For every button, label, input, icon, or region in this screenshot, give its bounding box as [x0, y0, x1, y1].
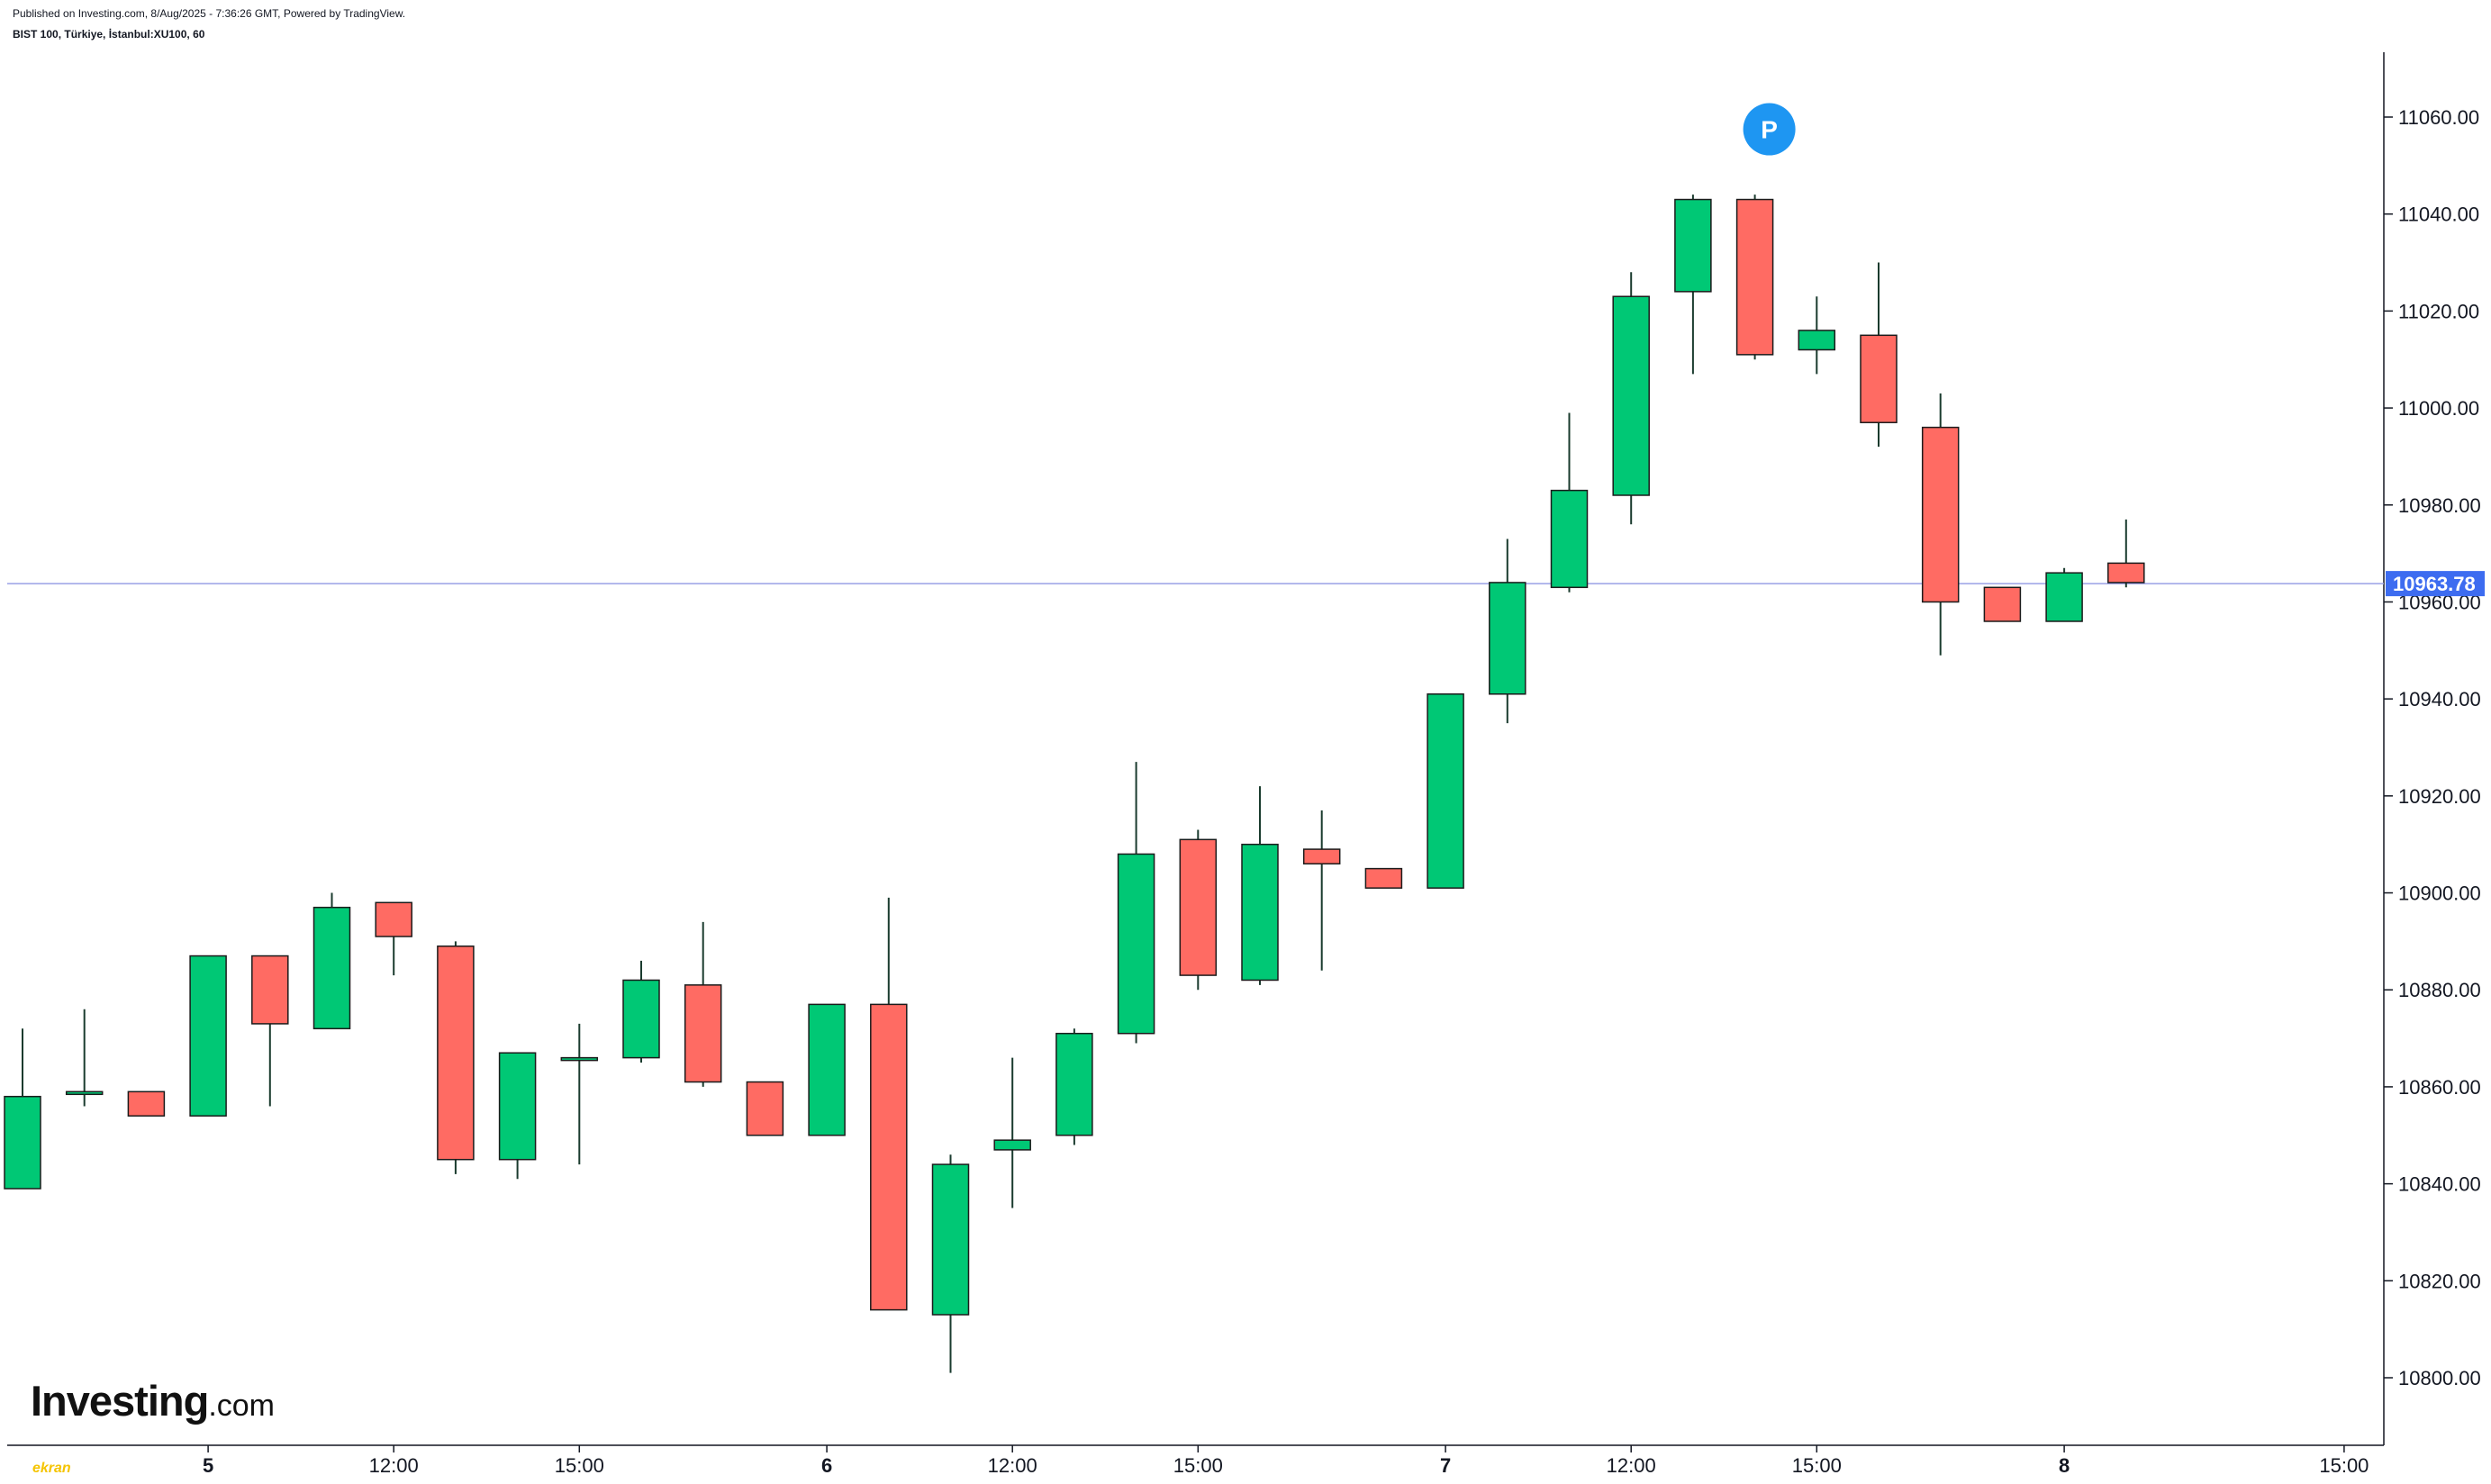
candle-down[interactable] — [127, 1090, 166, 1117]
last-price-label: 10963.78 — [2393, 573, 2476, 595]
candle-up[interactable] — [993, 1139, 1031, 1151]
x-tick-label: 12:00 — [1607, 1454, 1656, 1477]
candle-up[interactable] — [1612, 295, 1650, 496]
last-price-badge — [2386, 571, 2485, 597]
y-tick-label: 11000.00 — [2398, 397, 2479, 420]
candle-down[interactable] — [1983, 586, 2022, 622]
candle-up[interactable] — [4, 1095, 41, 1190]
x-tick-label: 6 — [821, 1454, 832, 1477]
candle-down[interactable] — [1860, 334, 1898, 423]
candle-up[interactable] — [622, 979, 660, 1059]
marker-p-icon[interactable] — [1743, 103, 1796, 156]
y-tick-label: 10920.00 — [2398, 785, 2481, 808]
candle-up[interactable] — [313, 906, 351, 1030]
candle-up[interactable] — [560, 1056, 599, 1062]
y-tick-label: 11020.00 — [2398, 300, 2479, 322]
candle-up[interactable] — [2045, 572, 2083, 622]
y-tick-label: 10800.00 — [2398, 1367, 2481, 1389]
candle-down[interactable] — [375, 901, 412, 937]
candle-up[interactable] — [65, 1090, 104, 1096]
y-tick-label: 10880.00 — [2398, 979, 2481, 1001]
candle-up[interactable] — [1117, 853, 1155, 1035]
published-info: Published on Investing.com, 8/Aug/2025 -… — [13, 7, 406, 20]
y-tick-label: 10900.00 — [2398, 882, 2481, 905]
y-tick-label: 11040.00 — [2398, 204, 2479, 226]
y-tick-label: 10840.00 — [2398, 1173, 2481, 1196]
candle-up[interactable] — [189, 955, 227, 1117]
candle-up[interactable] — [1798, 330, 1836, 351]
candle-down[interactable] — [1364, 867, 1403, 889]
candle-down[interactable] — [437, 946, 475, 1161]
x-tick-label: 15:00 — [2319, 1454, 2369, 1477]
candle-down[interactable] — [2107, 562, 2145, 584]
x-tick-label: 15:00 — [1173, 1454, 1223, 1477]
candle-up[interactable] — [1674, 198, 1712, 293]
candle-up[interactable] — [1241, 843, 1279, 982]
candle-down[interactable] — [1735, 198, 1774, 356]
y-tick-label: 10860.00 — [2398, 1076, 2481, 1099]
candle-up[interactable] — [498, 1052, 537, 1161]
candle-down[interactable] — [1179, 838, 1218, 976]
candle-down[interactable] — [1921, 426, 1960, 603]
candle-down[interactable] — [870, 1003, 908, 1311]
x-tick-label: 15:00 — [555, 1454, 604, 1477]
y-tick-label: 11060.00 — [2398, 106, 2479, 129]
candle-up[interactable] — [1427, 693, 1464, 889]
x-tick-label: 12:00 — [988, 1454, 1037, 1477]
ekran-watermark: ekran — [32, 1461, 71, 1476]
candle-down[interactable] — [746, 1081, 784, 1136]
y-tick-label: 10980.00 — [2398, 494, 2481, 517]
candle-down[interactable] — [251, 955, 289, 1025]
candle-up[interactable] — [1489, 582, 1526, 695]
candle-up[interactable] — [1055, 1032, 1093, 1136]
candle-down[interactable] — [1302, 848, 1341, 864]
marker-p-label: P — [1761, 116, 1778, 144]
x-tick-label: 5 — [203, 1454, 213, 1477]
x-tick-label: 15:00 — [1792, 1454, 1842, 1477]
symbol-info: BIST 100, Türkiye, İstanbul:XU100, 60 — [13, 28, 205, 41]
y-tick-label: 10820.00 — [2398, 1270, 2481, 1292]
x-tick-label: 12:00 — [369, 1454, 419, 1477]
x-tick-label: 7 — [1440, 1454, 1451, 1477]
candle-down[interactable] — [684, 984, 722, 1083]
candle-up[interactable] — [931, 1163, 970, 1316]
candle-up[interactable] — [1550, 489, 1589, 589]
y-tick-label: 10940.00 — [2398, 688, 2481, 710]
investing-logo: Investing.com — [31, 1377, 276, 1425]
candle-up[interactable] — [808, 1003, 846, 1136]
x-tick-label: 8 — [2059, 1454, 2070, 1477]
